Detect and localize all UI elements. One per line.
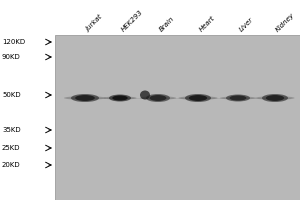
Text: Jurkat: Jurkat <box>85 14 104 33</box>
Text: Brain: Brain <box>158 16 175 33</box>
Ellipse shape <box>185 94 211 102</box>
Text: 25KD: 25KD <box>2 145 20 151</box>
Text: 90KD: 90KD <box>2 54 21 60</box>
Ellipse shape <box>230 95 246 101</box>
Ellipse shape <box>226 95 250 102</box>
Bar <box>55 35 300 200</box>
Text: 120KD: 120KD <box>2 39 25 45</box>
Text: 50KD: 50KD <box>2 92 21 98</box>
Text: HEK293: HEK293 <box>120 9 144 33</box>
Ellipse shape <box>189 95 207 101</box>
Ellipse shape <box>71 94 99 102</box>
Ellipse shape <box>266 95 284 101</box>
Text: Heart: Heart <box>198 15 216 33</box>
Ellipse shape <box>146 94 170 102</box>
Text: 20KD: 20KD <box>2 162 21 168</box>
Ellipse shape <box>64 96 106 100</box>
Ellipse shape <box>150 95 166 101</box>
Text: Kidney: Kidney <box>275 12 296 33</box>
Ellipse shape <box>109 95 131 102</box>
Ellipse shape <box>140 96 176 100</box>
Ellipse shape <box>140 90 150 99</box>
Text: Liver: Liver <box>238 17 254 33</box>
Ellipse shape <box>256 96 295 100</box>
Ellipse shape <box>220 96 256 100</box>
Ellipse shape <box>112 95 128 101</box>
Ellipse shape <box>75 95 95 101</box>
Text: 35KD: 35KD <box>2 127 21 133</box>
Ellipse shape <box>103 96 136 100</box>
Ellipse shape <box>262 94 288 102</box>
Ellipse shape <box>178 96 218 100</box>
